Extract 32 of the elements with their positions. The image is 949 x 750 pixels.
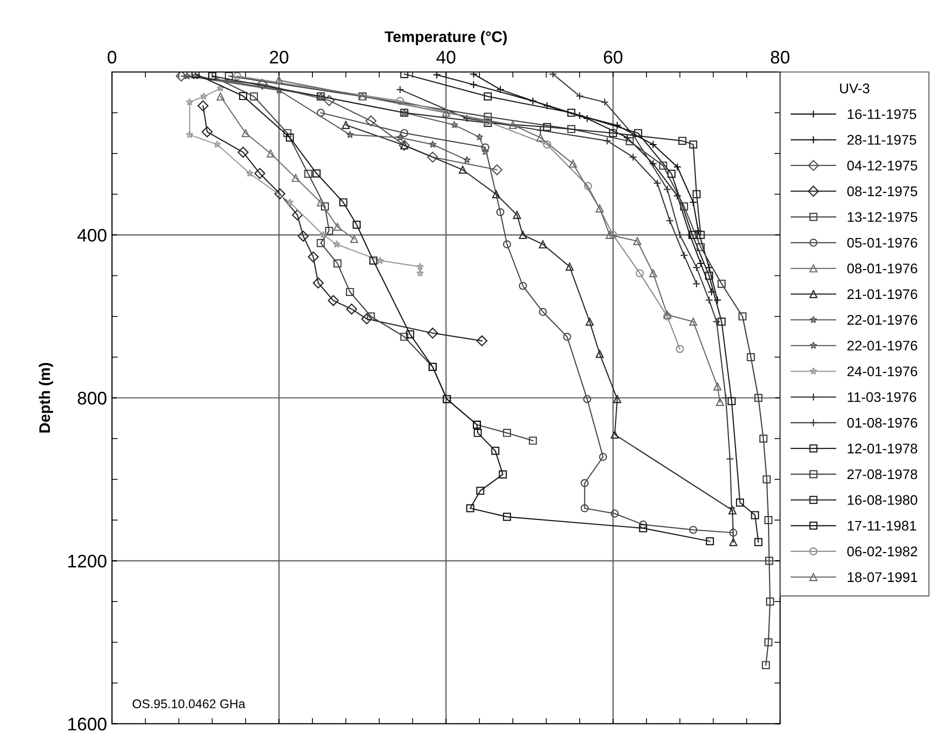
x-tick-label: 0: [108, 50, 116, 64]
legend-label: 16-08-1980: [848, 495, 918, 505]
annotation: OS.95.10.0462 GHa: [132, 699, 246, 708]
legend-label: 06-02-1982: [847, 546, 918, 556]
legend-label: 01-08-1976: [847, 418, 918, 428]
y-tick-label: 1600: [68, 718, 106, 730]
legend-title: UV-3: [840, 83, 870, 94]
legend-label: 16-11-1975: [848, 109, 916, 120]
x-axis-title: Temperature (°C): [384, 30, 507, 46]
x-tick-label: 80: [770, 50, 790, 64]
legend-label: 11-03-1976: [848, 392, 916, 402]
legend-label: 24-01-1976: [847, 366, 918, 376]
legend-label: 04-12-1975: [847, 160, 918, 170]
legend-label: 22-01-1976: [847, 340, 918, 351]
y-axis-title: Depth (m): [38, 362, 54, 432]
legend-label: 21-01-1976: [847, 289, 918, 300]
legend-label: 13-12-1975: [848, 212, 918, 222]
y-tick-label: 1200: [68, 554, 106, 568]
legend-label: 08-12-1975: [847, 186, 918, 196]
legend-label: 27-08-1978: [847, 469, 918, 480]
legend-label: 05-01-1976: [847, 238, 918, 248]
y-tick-label: 800: [78, 392, 106, 405]
y-tick-label: 400: [77, 228, 106, 242]
x-tick-label: 40: [436, 50, 456, 64]
legend-label: 12-01-1978: [848, 444, 918, 454]
x-tick-label: 20: [270, 50, 288, 64]
legend-label: 28-11-1975: [847, 134, 916, 145]
legend-label: 17-11-1981: [848, 520, 916, 531]
legend-label: 08-01-1976: [847, 264, 918, 274]
x-tick-label: 60: [604, 50, 622, 64]
legend-label: 18-07-1991: [848, 572, 918, 582]
legend-label: 22-01-1976: [847, 315, 918, 325]
